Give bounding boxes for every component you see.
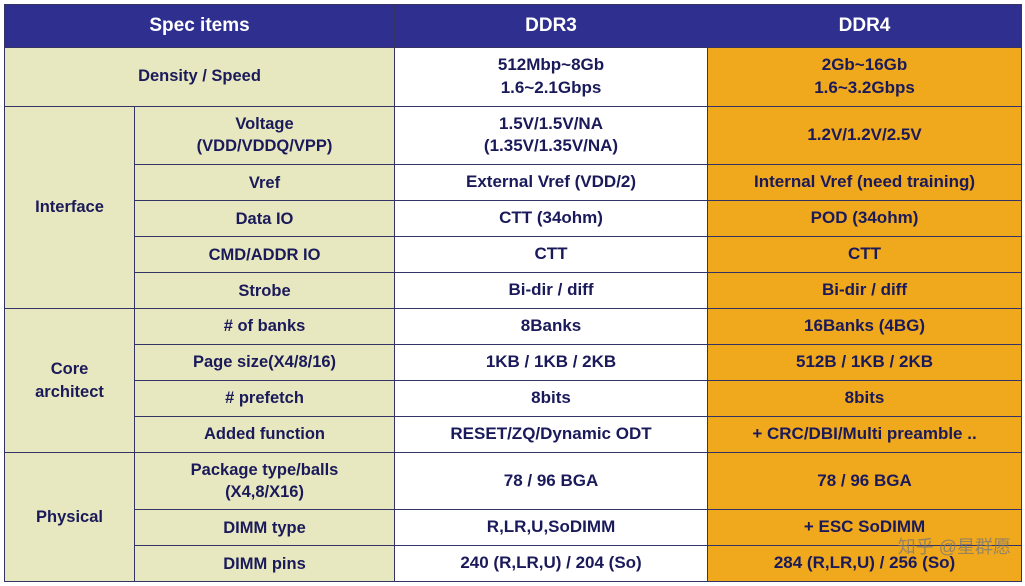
spec-cell: Strobe (135, 273, 395, 309)
ddr4-cell: 16Banks (4BG) (708, 309, 1022, 345)
table-row: DIMM typeR,LR,U,SoDIMM+ ESC SoDIMM (5, 510, 1022, 546)
table-row: PhysicalPackage type/balls(X4,8/X16)78 /… (5, 452, 1022, 510)
header-ddr3: DDR3 (395, 5, 708, 48)
ddr3-cell: 1KB / 1KB / 2KB (395, 345, 708, 381)
spec-cell: DIMM type (135, 510, 395, 546)
ddr3-cell: 78 / 96 BGA (395, 452, 708, 510)
ddr3-cell: 1.5V/1.5V/NA(1.35V/1.35V/NA) (395, 106, 708, 165)
table-row: StrobeBi-dir / diffBi-dir / diff (5, 273, 1022, 309)
table-row: # prefetch8bits8bits (5, 381, 1022, 417)
ddr4-cell: 78 / 96 BGA (708, 452, 1022, 510)
ddr-comparison-table: Spec items DDR3 DDR4 Density / Speed512M… (4, 4, 1022, 582)
category-cell: Interface (5, 106, 135, 309)
spec-cell: Voltage(VDD/VDDQ/VPP) (135, 106, 395, 165)
ddr4-cell: 512B / 1KB / 2KB (708, 345, 1022, 381)
spec-cell: # prefetch (135, 381, 395, 417)
table-row: Density / Speed512Mbp~8Gb1.6~2.1Gbps2Gb~… (5, 47, 1022, 106)
category-cell: Density / Speed (5, 47, 395, 106)
table-row: Page size(X4/8/16)1KB / 1KB / 2KB512B / … (5, 345, 1022, 381)
ddr3-cell: 8Banks (395, 309, 708, 345)
category-cell: Corearchitect (5, 309, 135, 453)
ddr3-cell: Bi-dir / diff (395, 273, 708, 309)
ddr4-cell: POD (34ohm) (708, 201, 1022, 237)
spec-cell: Page size(X4/8/16) (135, 345, 395, 381)
spec-cell: # of banks (135, 309, 395, 345)
ddr3-cell: R,LR,U,SoDIMM (395, 510, 708, 546)
ddr4-cell: 1.2V/1.2V/2.5V (708, 106, 1022, 165)
ddr3-cell: 240 (R,LR,U) / 204 (So) (395, 546, 708, 582)
ddr4-cell: Internal Vref (need training) (708, 165, 1022, 201)
spec-cell: DIMM pins (135, 546, 395, 582)
ddr3-cell: External Vref (VDD/2) (395, 165, 708, 201)
ddr3-cell: 512Mbp~8Gb1.6~2.1Gbps (395, 47, 708, 106)
table-row: CMD/ADDR IOCTTCTT (5, 237, 1022, 273)
spec-cell: Package type/balls(X4,8/X16) (135, 452, 395, 510)
table-row: Data IOCTT (34ohm)POD (34ohm) (5, 201, 1022, 237)
table-row: Added functionRESET/ZQ/Dynamic ODT+ CRC/… (5, 416, 1022, 452)
spec-cell: Added function (135, 416, 395, 452)
table-header-row: Spec items DDR3 DDR4 (5, 5, 1022, 48)
ddr4-cell: + ESC SoDIMM (708, 510, 1022, 546)
table-row: DIMM pins240 (R,LR,U) / 204 (So)284 (R,L… (5, 546, 1022, 582)
ddr3-cell: CTT (34ohm) (395, 201, 708, 237)
ddr4-cell: 8bits (708, 381, 1022, 417)
table-row: Corearchitect# of banks8Banks16Banks (4B… (5, 309, 1022, 345)
header-spec-items: Spec items (5, 5, 395, 48)
spec-cell: CMD/ADDR IO (135, 237, 395, 273)
table-row: InterfaceVoltage(VDD/VDDQ/VPP)1.5V/1.5V/… (5, 106, 1022, 165)
spec-cell: Vref (135, 165, 395, 201)
header-ddr4: DDR4 (708, 5, 1022, 48)
ddr3-cell: 8bits (395, 381, 708, 417)
table-row: VrefExternal Vref (VDD/2)Internal Vref (… (5, 165, 1022, 201)
spec-cell: Data IO (135, 201, 395, 237)
ddr3-cell: CTT (395, 237, 708, 273)
ddr4-cell: CTT (708, 237, 1022, 273)
ddr4-cell: Bi-dir / diff (708, 273, 1022, 309)
ddr4-cell: 2Gb~16Gb1.6~3.2Gbps (708, 47, 1022, 106)
ddr4-cell: + CRC/DBI/Multi preamble .. (708, 416, 1022, 452)
ddr3-cell: RESET/ZQ/Dynamic ODT (395, 416, 708, 452)
ddr4-cell: 284 (R,LR,U) / 256 (So) (708, 546, 1022, 582)
category-cell: Physical (5, 452, 135, 581)
